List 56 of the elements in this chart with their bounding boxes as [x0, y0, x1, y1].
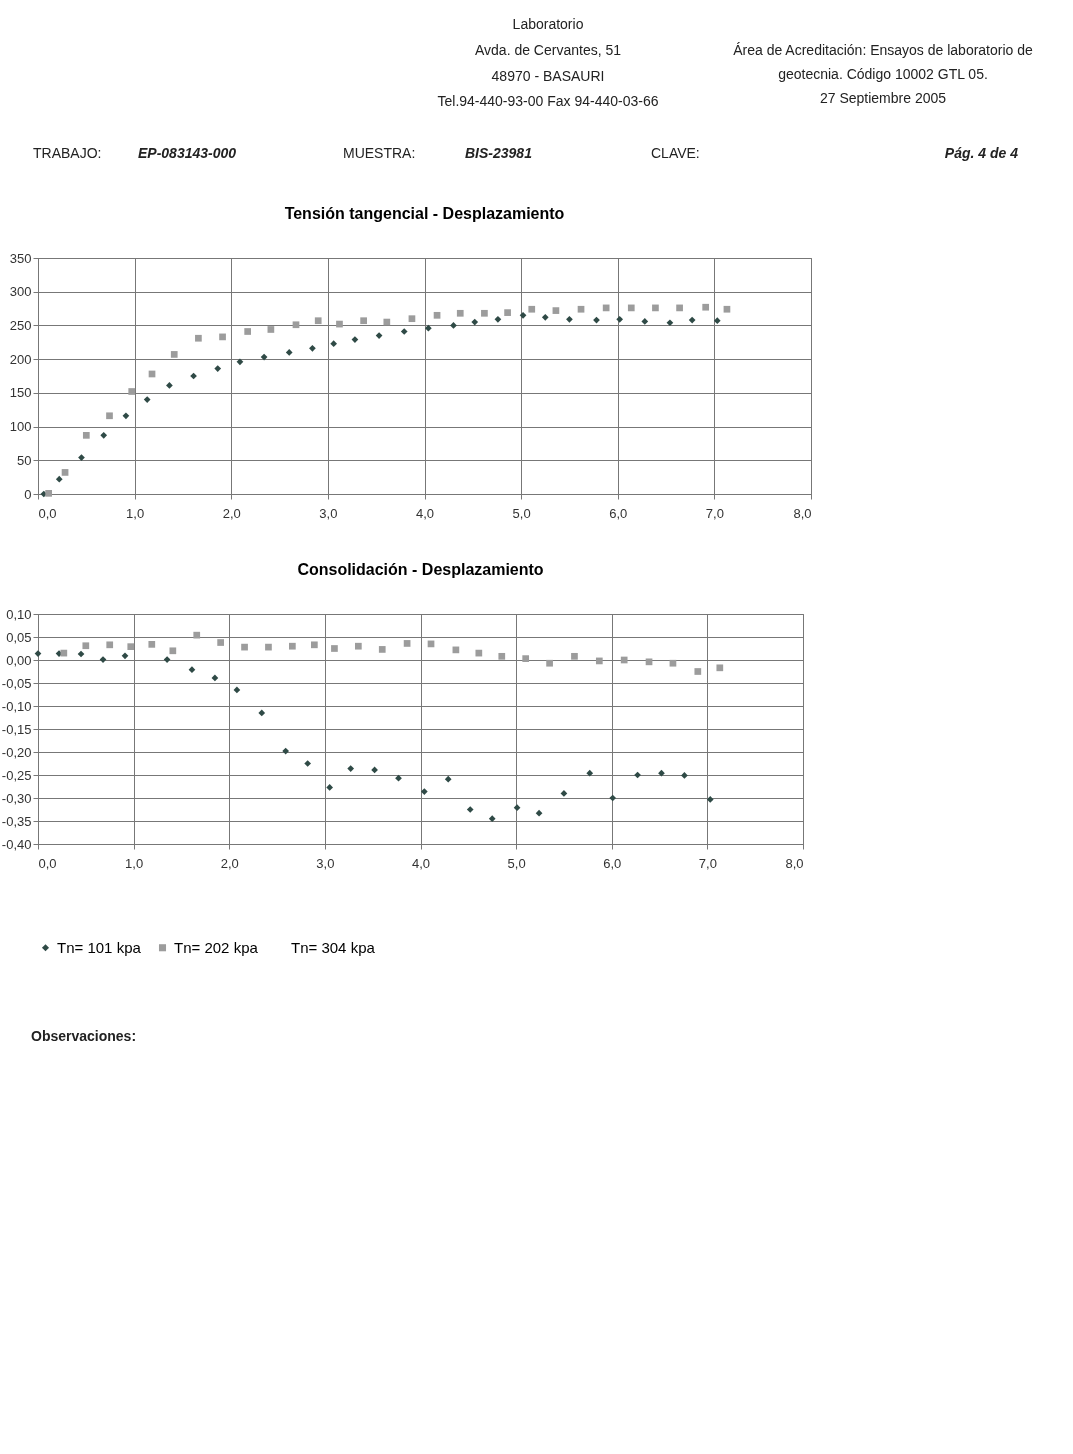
- x-tick-label: 6,0: [603, 855, 622, 871]
- text: Tn= 304 kpa: [291, 938, 376, 956]
- x-tick-label: 4,0: [411, 855, 431, 871]
- y-tick-label: 50: [17, 452, 32, 468]
- x-tick-label: 5,0: [507, 855, 526, 871]
- text: Pág. 4 de 4: [944, 145, 1019, 161]
- text: Avda. de Cervantes, 51: [474, 42, 622, 58]
- x-tick-label: 1,0: [125, 855, 144, 871]
- x-tick-label: 8,0: [793, 505, 812, 521]
- y-tick-label: -0,30: [1, 790, 32, 806]
- text: BIS-23981: [465, 145, 533, 161]
- y-tick-label: -0,05: [1, 675, 32, 691]
- chart-title: Tensión tangencial - Desplazamiento: [284, 205, 565, 222]
- text: MUESTRA:: [343, 145, 416, 161]
- text: 48970 - BASAURI: [491, 68, 605, 84]
- y-tick-label: 100: [9, 419, 32, 435]
- y-tick-label: -0,15: [1, 721, 32, 737]
- x-tick-label: 8,0: [785, 855, 804, 871]
- y-tick-label: 0,10: [6, 606, 32, 622]
- x-tick-label: 2,0: [220, 855, 239, 871]
- x-tick-label: 7,0: [698, 855, 717, 871]
- text: EP-083143-000: [138, 145, 237, 161]
- y-tick-label: -0,40: [1, 836, 32, 852]
- legend-label: Tn= 202 kpa: [174, 938, 259, 956]
- text: geotecnia. Código 10002 GTL 05.: [778, 66, 988, 82]
- x-tick-label: 3,0: [316, 855, 335, 871]
- y-tick-label: 0,00: [6, 652, 32, 668]
- text: Observaciones:: [31, 1028, 137, 1044]
- y-tick-label: 150: [9, 385, 32, 401]
- chart-title: Consolidación - Desplazamiento: [297, 561, 544, 578]
- legend-label: Tn= 101 kpa: [57, 938, 142, 956]
- x-tick-label: 7,0: [705, 505, 724, 521]
- text: Área de Acreditación: Ensayos de laboratorio de: [733, 42, 1034, 58]
- text: Tel.94-440-93-00 Fax 94-440-03-66: [437, 93, 659, 109]
- text: TRABAJO:: [33, 145, 102, 161]
- y-tick-label: 0: [24, 486, 32, 502]
- text: Laboratorio: [512, 16, 584, 32]
- x-tick-label: 2,0: [222, 505, 241, 521]
- y-tick-label: 0,05: [6, 629, 32, 645]
- y-tick-label: -0,20: [1, 744, 32, 760]
- x-tick-label: 3,0: [319, 505, 338, 521]
- x-tick-label: 6,0: [609, 505, 628, 521]
- y-tick-label: -0,25: [1, 767, 32, 783]
- x-tick-label: 0,0: [38, 505, 57, 521]
- y-tick-label: -0,35: [1, 813, 32, 829]
- y-tick-label: 250: [9, 317, 32, 333]
- text: CLAVE:: [651, 145, 700, 161]
- x-tick-label: 0,0: [38, 855, 57, 871]
- text: 27 Septiembre 2005: [819, 90, 947, 106]
- x-tick-label: 4,0: [415, 505, 435, 521]
- x-tick-label: 5,0: [512, 505, 531, 521]
- y-tick-label: 350: [9, 250, 32, 266]
- x-tick-label: 1,0: [126, 505, 145, 521]
- y-tick-label: -0,10: [1, 698, 32, 714]
- y-tick-label: 300: [9, 284, 32, 300]
- y-tick-label: 200: [9, 351, 32, 367]
